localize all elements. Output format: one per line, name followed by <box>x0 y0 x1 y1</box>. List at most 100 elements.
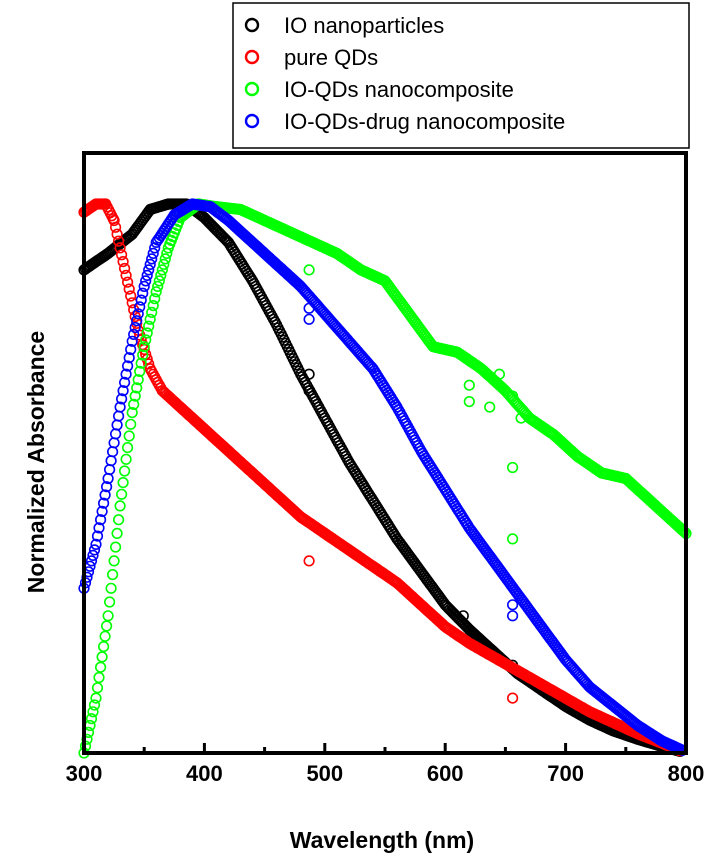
series-3 <box>78 198 689 756</box>
data-point <box>138 341 150 353</box>
data-point <box>117 256 129 268</box>
data-point <box>91 530 104 542</box>
data-point <box>118 465 131 477</box>
outlier-point <box>506 533 519 545</box>
data-point <box>159 253 171 265</box>
data-point <box>158 258 170 271</box>
data-point <box>123 283 135 295</box>
data-point <box>137 349 149 361</box>
data-point <box>120 269 132 282</box>
data-point <box>114 500 126 512</box>
data-point <box>152 280 164 293</box>
x-tick-label: 400 <box>186 761 223 786</box>
outlier-point <box>515 412 527 424</box>
legend-marker <box>244 17 260 33</box>
legend: IO nanoparticles pure QDs IO-QDs nanocompo… <box>232 2 690 149</box>
x-tick-label: 600 <box>427 761 464 786</box>
outlier-point <box>484 401 496 413</box>
data-point <box>102 610 114 622</box>
data-point <box>120 368 132 380</box>
data-point <box>93 522 105 534</box>
legend-marker <box>244 113 260 129</box>
data-point <box>126 335 138 347</box>
data-point <box>121 276 134 288</box>
data-point <box>94 514 107 526</box>
series-2 <box>78 198 692 759</box>
data-point <box>85 555 98 567</box>
data-point <box>128 328 140 341</box>
data-point <box>135 357 147 369</box>
legend-marker <box>244 49 260 65</box>
data-point <box>118 262 131 275</box>
data-point <box>90 692 102 704</box>
data-point <box>153 275 165 287</box>
data-point <box>91 682 104 694</box>
legend-marker <box>244 81 260 97</box>
data-point <box>108 437 120 449</box>
data-point <box>112 410 125 422</box>
data-point <box>112 514 125 526</box>
data-point <box>131 315 143 327</box>
data-point <box>120 453 132 465</box>
outlier-point <box>506 692 519 704</box>
data-point <box>103 464 116 476</box>
data-point <box>97 640 110 653</box>
x-tick-label: 800 <box>668 761 705 786</box>
data-point <box>144 258 156 271</box>
data-point <box>99 489 111 501</box>
data-point <box>117 385 129 397</box>
data-point <box>137 287 149 299</box>
outlier-point <box>506 461 519 474</box>
data-point <box>156 264 168 276</box>
data-point <box>135 294 147 306</box>
data-point <box>132 308 144 320</box>
data-point <box>155 269 167 282</box>
data-point <box>111 228 123 240</box>
data-point <box>100 481 113 493</box>
data-point <box>129 390 141 402</box>
data-point <box>112 235 125 247</box>
data-point <box>138 280 150 293</box>
data-point <box>123 430 135 442</box>
data-point <box>125 343 137 356</box>
data-point <box>90 538 102 551</box>
data-point <box>103 596 116 608</box>
outlier-point <box>303 313 315 325</box>
data-point <box>121 442 134 454</box>
data-point <box>87 706 99 718</box>
data-point <box>97 497 110 509</box>
data-point <box>134 301 146 313</box>
data-point <box>114 401 126 413</box>
outlier-point <box>506 610 519 622</box>
outlier-point <box>303 302 315 314</box>
data-point <box>117 477 129 489</box>
data-point <box>129 321 141 334</box>
data-point <box>143 320 155 332</box>
data-point <box>140 334 152 346</box>
data-point <box>109 428 122 440</box>
data-point <box>115 488 128 500</box>
data-point <box>141 327 153 339</box>
data-point <box>132 374 144 386</box>
data-point <box>115 393 128 405</box>
data-point <box>111 419 123 431</box>
data-point <box>150 286 162 298</box>
data-point <box>99 630 111 642</box>
legend-label: IO nanoparticles <box>284 13 444 38</box>
outlier-point <box>463 379 475 391</box>
outlier-point <box>303 368 315 380</box>
outlier-point <box>303 385 315 397</box>
data-point <box>109 221 122 233</box>
x-tick-label: 700 <box>547 761 584 786</box>
plot-area <box>78 198 692 759</box>
data-point <box>106 446 119 458</box>
data-point <box>87 549 99 562</box>
data-point <box>125 290 137 302</box>
data-point <box>134 365 146 378</box>
data-point <box>105 455 117 467</box>
data-point <box>96 505 108 518</box>
data-point <box>128 398 140 411</box>
x-axis-label: Wavelength (nm) <box>290 827 474 853</box>
data-point <box>114 242 126 254</box>
